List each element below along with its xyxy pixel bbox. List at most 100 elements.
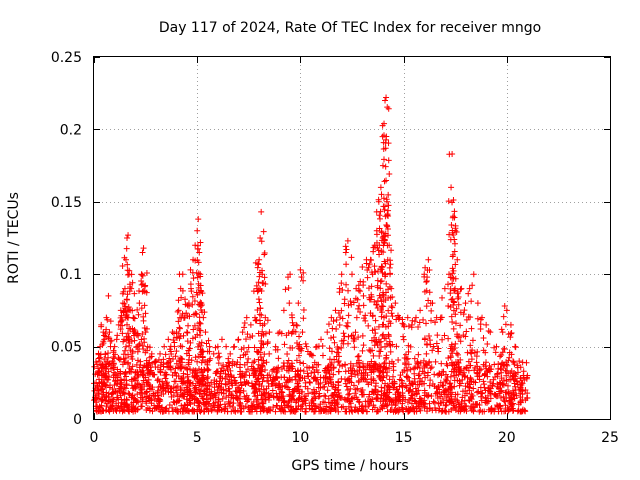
data-point [373,231,380,238]
data-point [253,348,260,355]
data-point [135,342,142,349]
data-point [306,379,313,386]
data-point [468,396,475,403]
data-point [387,348,394,355]
data-point [292,399,299,406]
data-point [336,322,343,329]
data-point [423,287,430,294]
y-tick-label: 0.25 [51,50,82,66]
data-point [496,388,503,395]
data-point [341,300,348,307]
data-point [135,311,142,318]
data-point [223,343,230,350]
data-point [123,296,130,303]
data-point [459,376,466,383]
data-point [440,382,447,389]
data-point [192,354,199,361]
data-point [500,361,507,368]
data-point [385,191,392,198]
data-point [121,376,128,383]
data-point [139,342,146,349]
data-point [281,383,288,390]
data-point [281,404,288,411]
data-point [301,375,308,382]
data-point [258,238,265,245]
data-point [128,338,135,345]
data-point [410,388,417,395]
data-point [218,336,225,343]
data-point [228,373,235,380]
data-point [179,405,186,412]
data-point [523,375,530,382]
x-tick-label: 5 [193,430,202,446]
data-point [151,405,158,412]
data-point [184,329,191,336]
data-point [166,402,173,409]
data-point [448,296,455,303]
data-point [516,358,523,365]
data-point [380,239,387,246]
data-point [396,392,403,399]
data-point [387,294,394,301]
data-point [352,371,359,378]
data-point [243,378,250,385]
data-point [415,387,422,394]
data-point [187,266,194,273]
data-point [297,266,304,273]
data-point [378,277,385,284]
data-point [330,318,337,325]
data-point [179,287,186,294]
data-point [114,332,121,339]
data-point [257,368,264,375]
data-point [132,396,139,403]
data-point [381,206,388,213]
data-point [338,280,345,287]
data-point [196,249,203,256]
data-point [401,367,408,374]
data-point [300,315,307,322]
data-point [113,336,120,343]
data-point [392,300,399,307]
data-point [255,375,262,382]
data-point [194,331,201,338]
data-point [244,396,251,403]
data-point [175,297,182,304]
data-point [134,348,141,355]
data-point [270,393,277,400]
data-point [123,311,130,318]
data-point [452,275,459,282]
data-point [187,392,194,399]
data-point [411,375,418,382]
data-point [387,271,394,278]
data-point [266,350,273,357]
data-point [370,364,377,371]
data-point [264,377,271,384]
data-point [412,314,419,321]
data-point [452,320,459,327]
data-point [352,390,359,397]
data-point [302,408,309,415]
data-point [188,357,195,364]
data-point [514,362,521,369]
data-point [125,351,132,358]
data-point [324,364,331,371]
data-point [338,375,345,382]
data-point [380,369,387,376]
data-point [469,337,476,344]
data-point [175,307,182,314]
data-point [473,359,480,366]
data-point [390,367,397,374]
data-point [360,302,367,309]
data-point [191,298,198,305]
data-point [95,387,102,394]
data-point [190,326,197,333]
data-point [313,377,320,384]
data-point [222,381,229,388]
data-point [498,351,505,358]
grid-layer [94,57,610,419]
data-point [376,215,383,222]
data-point [355,287,362,294]
data-point [498,326,505,333]
data-point [110,374,117,381]
data-point [395,315,402,322]
